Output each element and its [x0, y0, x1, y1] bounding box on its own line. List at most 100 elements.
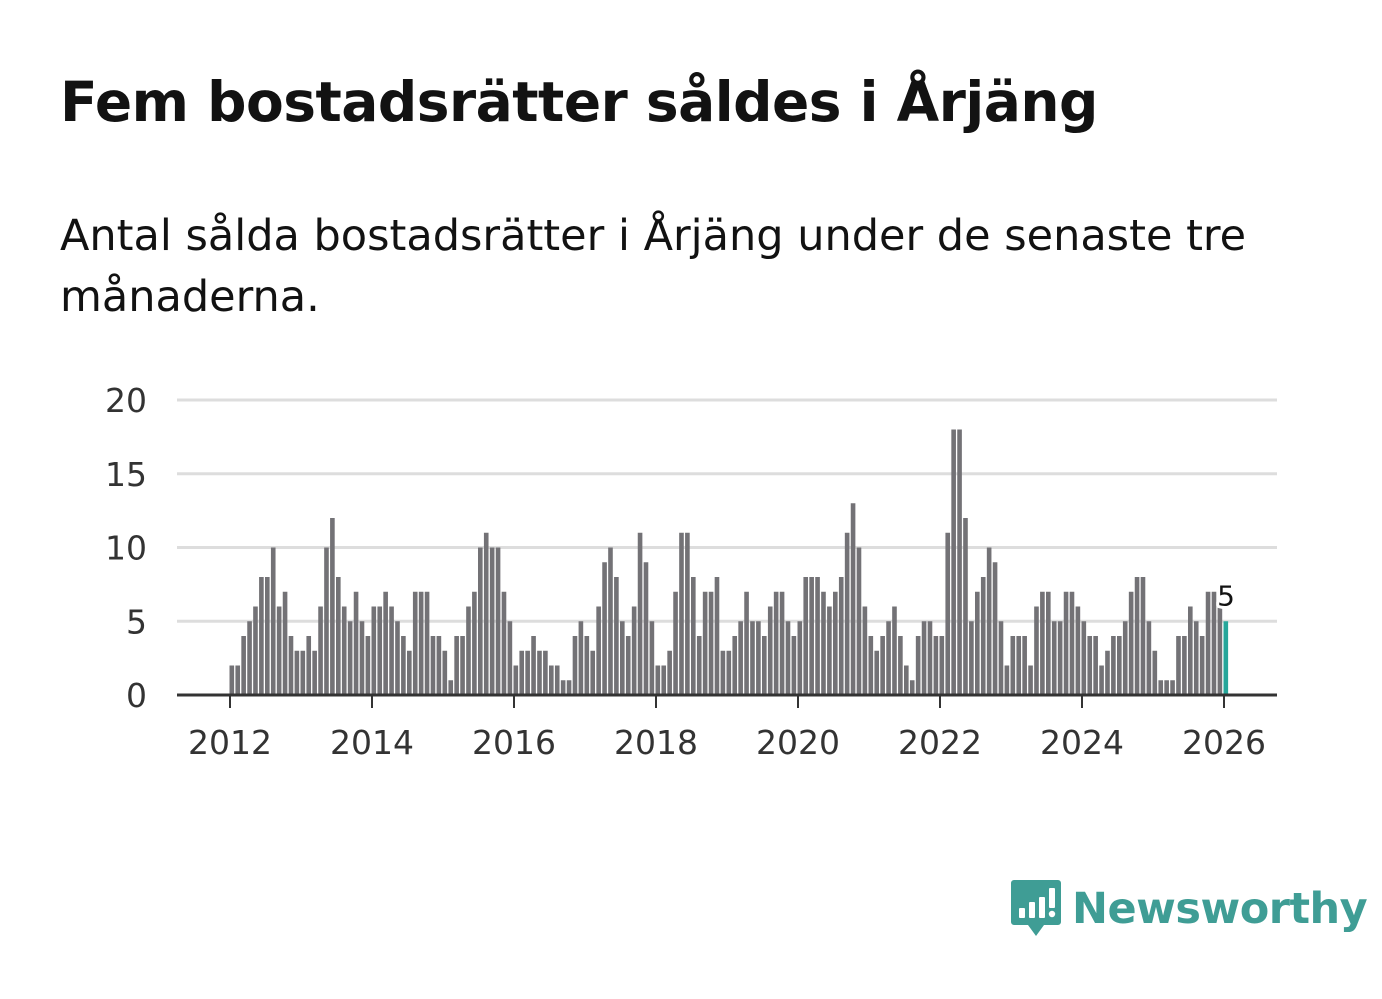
bar-60[interactable] [584, 636, 590, 695]
bar-129[interactable] [992, 562, 998, 695]
bar-103[interactable] [838, 577, 844, 695]
bar-51[interactable] [531, 636, 536, 695]
bar-136[interactable] [1034, 606, 1039, 696]
bar-5[interactable] [259, 577, 264, 695]
bar-57[interactable] [566, 680, 572, 695]
bar-59[interactable] [578, 621, 584, 695]
bar-highlight[interactable] [1223, 621, 1229, 695]
bar-123[interactable] [957, 429, 962, 696]
bar-63[interactable] [602, 562, 607, 695]
bar-99[interactable] [815, 577, 820, 695]
bar-68[interactable] [631, 606, 637, 696]
bar-130[interactable] [998, 621, 1004, 695]
bar-54[interactable] [549, 665, 554, 696]
bar-4[interactable] [253, 606, 258, 696]
bar-113[interactable] [898, 636, 903, 695]
bar-43[interactable] [483, 532, 489, 695]
bar-64[interactable] [608, 547, 613, 696]
bar-66[interactable] [620, 621, 625, 695]
bar-22[interactable] [359, 621, 365, 695]
bar-50[interactable] [525, 650, 530, 695]
bar-65[interactable] [614, 577, 619, 695]
bar-152[interactable] [1128, 591, 1134, 695]
bar-13[interactable] [306, 636, 312, 695]
bar-137[interactable] [1040, 591, 1045, 695]
bar-94[interactable] [785, 621, 791, 695]
bar-161[interactable] [1182, 636, 1187, 695]
bar-156[interactable] [1152, 650, 1158, 695]
bar-95[interactable] [791, 636, 797, 695]
bar-78[interactable] [691, 577, 696, 695]
bar-2[interactable] [241, 636, 246, 695]
bar-40[interactable] [466, 606, 471, 696]
bar-74[interactable] [667, 650, 672, 695]
bar-146[interactable] [1093, 636, 1098, 695]
bar-45[interactable] [495, 547, 501, 696]
bar-42[interactable] [478, 547, 483, 696]
bar-3[interactable] [247, 621, 252, 695]
bar-142[interactable] [1069, 591, 1075, 695]
bar-167[interactable] [1217, 606, 1223, 696]
newsworthy-logo[interactable]: Newsworthy [1010, 878, 1368, 940]
bar-100[interactable] [821, 591, 826, 695]
bar-82[interactable] [714, 577, 720, 695]
bar-120[interactable] [939, 636, 945, 695]
bar-36[interactable] [442, 650, 448, 695]
bar-32[interactable] [418, 591, 424, 695]
bar-76[interactable] [679, 532, 684, 695]
bar-150[interactable] [1117, 636, 1122, 695]
bar-46[interactable] [501, 591, 507, 695]
bar-37[interactable] [448, 680, 454, 695]
bar-166[interactable] [1211, 591, 1217, 695]
bar-73[interactable] [661, 665, 667, 696]
bar-85[interactable] [732, 636, 738, 695]
bar-91[interactable] [767, 606, 773, 696]
bar-134[interactable] [1022, 636, 1027, 695]
bar-139[interactable] [1051, 621, 1057, 695]
bar-89[interactable] [756, 621, 761, 695]
bar-25[interactable] [377, 606, 383, 696]
bar-53[interactable] [543, 650, 548, 695]
bar-126[interactable] [975, 591, 980, 695]
bar-6[interactable] [265, 577, 270, 695]
bar-31[interactable] [412, 591, 418, 695]
bar-20[interactable] [347, 621, 353, 695]
bar-83[interactable] [720, 650, 726, 695]
bar-131[interactable] [1004, 665, 1010, 696]
bar-44[interactable] [489, 547, 495, 696]
bar-106[interactable] [856, 547, 862, 696]
bar-157[interactable] [1158, 680, 1164, 695]
bar-56[interactable] [560, 680, 566, 695]
bar-149[interactable] [1111, 636, 1116, 695]
bar-115[interactable] [909, 680, 915, 695]
bar-145[interactable] [1087, 636, 1093, 695]
bar-105[interactable] [850, 503, 856, 695]
bar-110[interactable] [880, 636, 885, 695]
bar-38[interactable] [454, 636, 459, 695]
bar-26[interactable] [383, 591, 388, 695]
bar-69[interactable] [637, 532, 643, 695]
bar-140[interactable] [1057, 621, 1063, 695]
bar-116[interactable] [915, 636, 921, 695]
bar-55[interactable] [554, 665, 560, 696]
bar-81[interactable] [708, 591, 714, 695]
bar-7[interactable] [270, 547, 276, 696]
bar-107[interactable] [862, 606, 868, 696]
bar-16[interactable] [324, 547, 329, 696]
bar-18[interactable] [336, 577, 341, 695]
bar-67[interactable] [625, 636, 631, 695]
bar-30[interactable] [407, 650, 412, 695]
bar-48[interactable] [513, 665, 519, 696]
bar-117[interactable] [921, 621, 927, 695]
bar-29[interactable] [401, 636, 406, 695]
bar-138[interactable] [1046, 591, 1051, 695]
bar-27[interactable] [389, 606, 394, 696]
bar-19[interactable] [341, 606, 347, 696]
bar-104[interactable] [844, 532, 850, 695]
bar-71[interactable] [649, 621, 655, 695]
bar-79[interactable] [696, 636, 702, 695]
bar-112[interactable] [892, 606, 897, 696]
bar-24[interactable] [371, 606, 377, 696]
bar-47[interactable] [507, 621, 513, 695]
bar-84[interactable] [726, 650, 732, 695]
